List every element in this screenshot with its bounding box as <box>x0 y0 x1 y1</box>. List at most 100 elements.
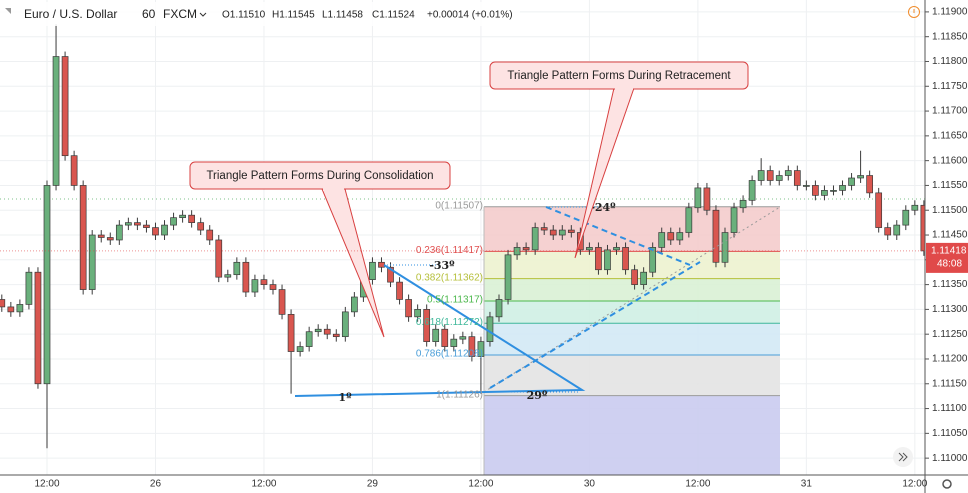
open-value: O1.11510 <box>222 10 266 21</box>
candle-body <box>188 214 195 223</box>
triangle-retrace-top <box>545 206 691 266</box>
fib-label: 1(1.11126) <box>436 389 483 400</box>
candle-body <box>658 232 666 248</box>
settings-icon[interactable] <box>942 479 952 489</box>
candle-body <box>206 229 214 241</box>
callout-joint <box>615 86 633 90</box>
y-tick-label: 1.11900 <box>932 7 968 18</box>
y-tick-label: 1.11050 <box>932 428 968 439</box>
candles-layer <box>0 24 928 449</box>
candle-body <box>7 306 15 313</box>
callout-text: Triangle Pattern Forms During Consolidat… <box>206 170 433 182</box>
y-tick-label: 1.11150 <box>932 378 967 389</box>
candle-body <box>79 185 87 290</box>
candle-body <box>242 261 250 293</box>
candle-body <box>821 190 828 196</box>
fib-label: 0(1.11507) <box>435 200 483 211</box>
last-price-box <box>926 242 968 273</box>
candle-body <box>812 185 819 196</box>
high-value: H1.11545 <box>272 10 315 21</box>
candle-body <box>721 232 729 263</box>
candle-body <box>152 227 159 236</box>
close-value: C1.11524 <box>372 10 415 21</box>
candle-body <box>866 175 873 194</box>
dropdown-chevron[interactable] <box>199 12 207 17</box>
fib-zone <box>484 300 780 324</box>
candle-body <box>549 229 557 236</box>
candle-body <box>296 346 304 352</box>
fib-label: 0.786(1.11208) <box>416 349 483 360</box>
candle-body <box>450 338 458 347</box>
candle-body <box>215 239 223 278</box>
candle-body <box>52 56 60 186</box>
candle-body <box>25 271 33 305</box>
angle-label: 29º <box>527 389 548 402</box>
x-tick-label: 12:00 <box>685 479 710 490</box>
candle-body <box>16 304 24 313</box>
alert-icon[interactable] <box>908 6 920 18</box>
candle-body <box>766 170 774 181</box>
candle-body <box>387 266 394 283</box>
candle-body <box>441 328 449 347</box>
y-tick-label: 1.11500 <box>932 205 968 216</box>
candle-body <box>170 217 177 226</box>
fib-label: 0.236(1.11417) <box>416 245 483 256</box>
fib-layer <box>483 206 780 475</box>
candle-body <box>115 224 123 241</box>
candle-body <box>477 341 485 357</box>
scroll-icon <box>898 452 908 462</box>
candle-body <box>803 185 810 187</box>
candle-body <box>748 180 756 201</box>
candle-body <box>414 309 421 318</box>
last-price-label: 1.11418 <box>931 246 967 257</box>
candle-body <box>88 234 96 290</box>
candle-body <box>70 155 78 186</box>
candle-body <box>712 209 720 263</box>
candle-body <box>269 284 277 290</box>
candle-body <box>875 192 883 228</box>
candle-body <box>730 207 738 233</box>
y-tick-label: 1.11700 <box>932 106 968 117</box>
angle-label: -24º <box>590 201 616 214</box>
candle-body <box>468 336 476 357</box>
candle-body <box>667 232 675 241</box>
candle-body <box>540 227 548 231</box>
labels-layer: 0(1.11507) 0.236(1.11417) 0.382(1.11362) 0.… <box>338 200 616 404</box>
candle-body <box>513 247 521 256</box>
countdown-label: 48:08 <box>937 259 962 270</box>
candle-body <box>233 261 241 276</box>
candle-body <box>595 247 602 271</box>
candle-body <box>459 336 467 340</box>
candle-body <box>839 185 846 191</box>
x-tick-label: 12:00 <box>251 479 276 490</box>
candle-body <box>893 224 901 236</box>
x-tick-label: 31 <box>801 479 813 490</box>
y-tick-label: 1.11200 <box>932 354 968 365</box>
drawings <box>294 206 781 397</box>
header: Euro / U.S. Dollar 60 FXCM O1.11510 H1.1… <box>0 2 520 26</box>
axis-layer: 1.11000 1.11050 1.11100 1.11150 1.11200 1.112… <box>0 7 968 490</box>
candle-body <box>97 234 105 238</box>
x-tick-label: 12:00 <box>468 479 493 490</box>
time-axis-bg <box>0 475 968 493</box>
candle-body <box>143 224 150 228</box>
y-tick-label: 1.11000 <box>932 453 968 464</box>
candle-body <box>378 261 385 268</box>
candle-body <box>676 232 684 241</box>
candle-body <box>341 311 349 338</box>
candle-body <box>848 177 855 186</box>
candle-body <box>504 254 512 300</box>
y-tick-label: 1.11550 <box>932 180 968 191</box>
candle-body <box>287 314 295 352</box>
candle-body <box>0 299 6 308</box>
x-tick-label: 29 <box>367 479 379 490</box>
candle-body <box>631 269 638 285</box>
candle-body <box>558 229 566 236</box>
fib-zone <box>484 395 780 475</box>
y-tick-label: 1.11100 <box>932 403 967 414</box>
candle-body <box>884 227 892 236</box>
candle-body <box>902 209 910 226</box>
fib-label: 0.5(1.11317) <box>427 295 483 306</box>
interval: 60 <box>142 7 156 21</box>
